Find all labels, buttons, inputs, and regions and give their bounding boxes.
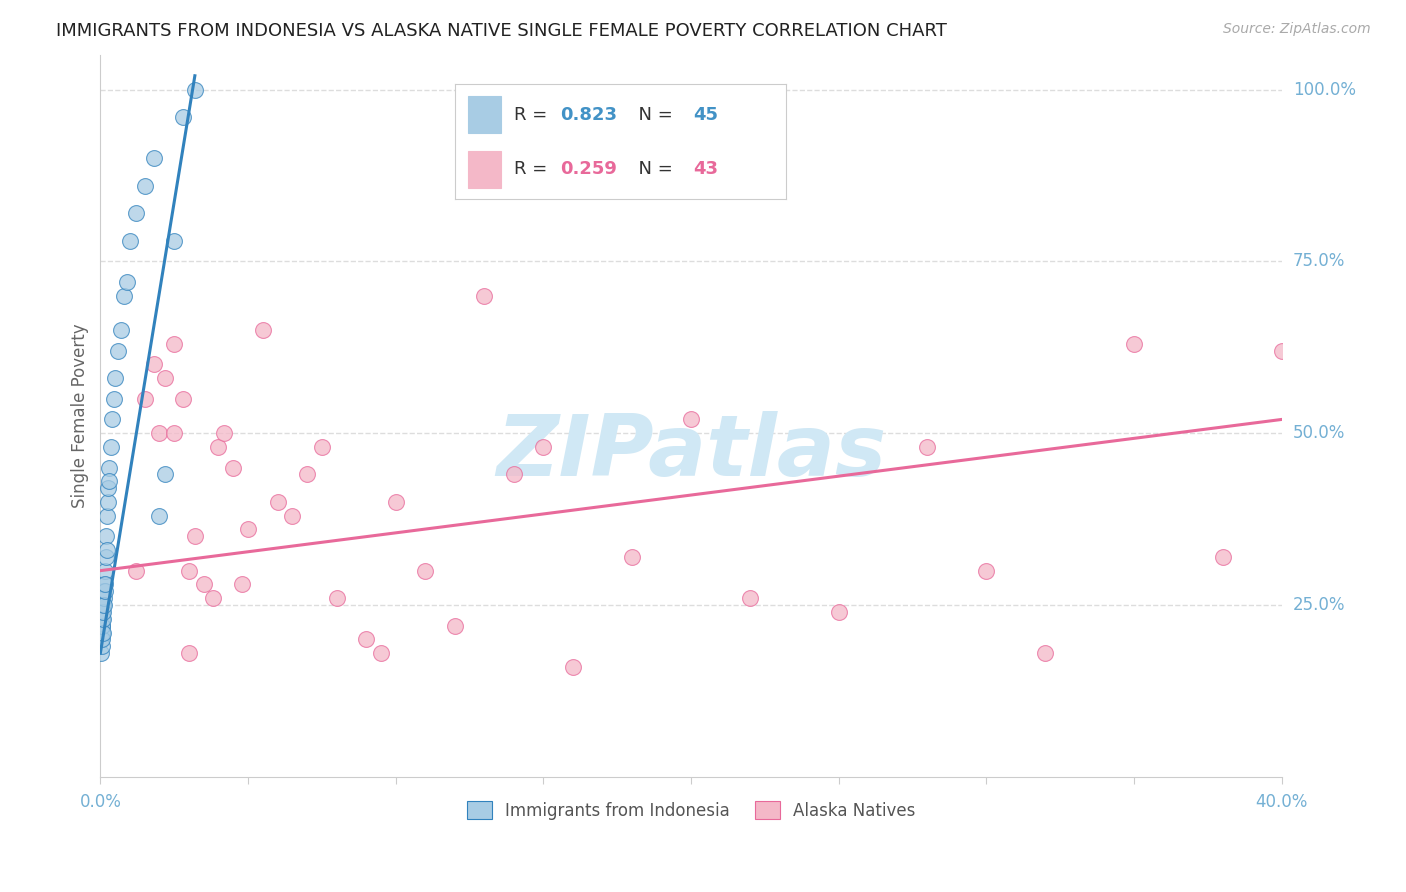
Point — [125, 206, 148, 220]
Point — [90, 646, 112, 660]
Point — [370, 646, 392, 660]
Point — [93, 591, 115, 606]
Point — [384, 495, 406, 509]
Point — [266, 495, 288, 509]
Point — [155, 467, 177, 482]
Point — [91, 632, 114, 647]
Point — [172, 110, 194, 124]
Point — [91, 612, 114, 626]
Point — [96, 529, 118, 543]
Point — [531, 440, 554, 454]
Point — [172, 392, 194, 406]
Point — [252, 323, 274, 337]
Point — [96, 543, 118, 558]
Point — [620, 549, 643, 564]
Point — [97, 481, 120, 495]
Point — [207, 440, 229, 454]
Point — [94, 564, 117, 578]
Point — [917, 440, 939, 454]
Point — [93, 598, 115, 612]
Point — [236, 523, 259, 537]
Point — [295, 467, 318, 482]
Point — [354, 632, 377, 647]
Y-axis label: Single Female Poverty: Single Female Poverty — [72, 324, 89, 508]
Point — [1035, 646, 1057, 660]
Text: 75.0%: 75.0% — [1294, 252, 1346, 270]
Point — [155, 371, 177, 385]
Point — [177, 646, 200, 660]
Point — [184, 82, 207, 96]
Text: IMMIGRANTS FROM INDONESIA VS ALASKA NATIVE SINGLE FEMALE POVERTY CORRELATION CHA: IMMIGRANTS FROM INDONESIA VS ALASKA NATI… — [56, 22, 948, 40]
Point — [97, 495, 120, 509]
Point — [1123, 336, 1146, 351]
Text: 100.0%: 100.0% — [1294, 80, 1355, 98]
Point — [413, 564, 436, 578]
Point — [112, 289, 135, 303]
Point — [163, 336, 186, 351]
Text: 25.0%: 25.0% — [1294, 596, 1346, 614]
Point — [91, 584, 114, 599]
Point — [214, 426, 236, 441]
Point — [90, 618, 112, 632]
Point — [115, 275, 138, 289]
Point — [472, 289, 495, 303]
Point — [163, 426, 186, 441]
Point — [740, 591, 762, 606]
Legend: Immigrants from Indonesia, Alaska Natives: Immigrants from Indonesia, Alaska Native… — [460, 795, 922, 826]
Point — [103, 392, 125, 406]
Point — [561, 660, 583, 674]
Point — [100, 440, 122, 454]
Point — [104, 371, 127, 385]
Point — [502, 467, 524, 482]
Point — [177, 564, 200, 578]
Point — [325, 591, 347, 606]
Point — [91, 605, 114, 619]
Point — [97, 460, 120, 475]
Point — [311, 440, 333, 454]
Point — [1212, 549, 1234, 564]
Point — [828, 605, 851, 619]
Point — [107, 343, 129, 358]
Point — [134, 178, 156, 193]
Point — [90, 625, 112, 640]
Text: 0.0%: 0.0% — [79, 793, 121, 812]
Point — [142, 151, 165, 165]
Text: Source: ZipAtlas.com: Source: ZipAtlas.com — [1223, 22, 1371, 37]
Point — [222, 460, 245, 475]
Point — [90, 632, 112, 647]
Point — [976, 564, 998, 578]
Text: ZIPatlas: ZIPatlas — [496, 410, 886, 493]
Text: 40.0%: 40.0% — [1256, 793, 1308, 812]
Point — [1271, 343, 1294, 358]
Text: 50.0%: 50.0% — [1294, 425, 1346, 442]
Point — [148, 508, 170, 523]
Point — [163, 234, 186, 248]
Point — [91, 618, 114, 632]
Point — [281, 508, 304, 523]
Point — [193, 577, 215, 591]
Point — [94, 584, 117, 599]
Point — [98, 475, 121, 489]
Point — [93, 577, 115, 591]
Point — [134, 392, 156, 406]
Point — [101, 412, 124, 426]
Point — [90, 612, 112, 626]
Point — [94, 549, 117, 564]
Point — [91, 598, 114, 612]
Point — [231, 577, 253, 591]
Point — [201, 591, 224, 606]
Point — [118, 234, 141, 248]
Point — [91, 640, 114, 654]
Point — [443, 618, 465, 632]
Point — [148, 426, 170, 441]
Point — [125, 564, 148, 578]
Point — [184, 529, 207, 543]
Point — [91, 625, 114, 640]
Point — [96, 508, 118, 523]
Point — [91, 605, 114, 619]
Point — [142, 358, 165, 372]
Point — [679, 412, 702, 426]
Point — [94, 577, 117, 591]
Point — [110, 323, 132, 337]
